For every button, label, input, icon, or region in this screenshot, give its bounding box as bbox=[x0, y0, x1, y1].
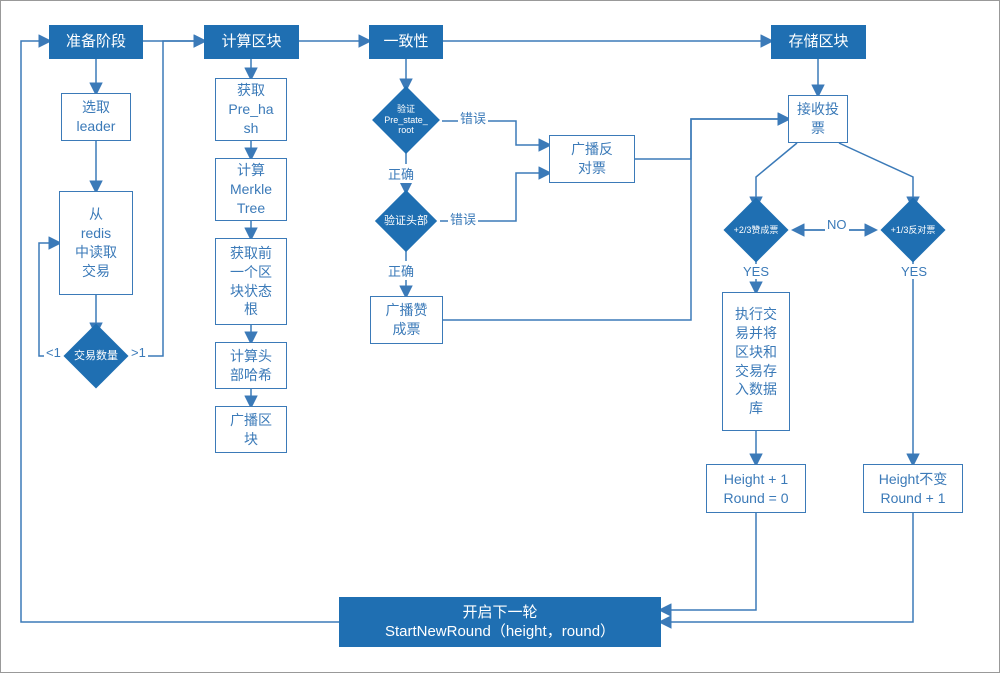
stage-header-prepare: 准备阶段 bbox=[49, 25, 143, 59]
node-broadcast-block: 广播区 块 bbox=[215, 406, 287, 453]
node-receive-vote-text: 接收投 票 bbox=[797, 100, 839, 138]
node-calc-merkle-text: 计算 Merkle Tree bbox=[230, 161, 272, 218]
node-get-prev-state: 获取前 一个区 块状态 根 bbox=[215, 238, 287, 325]
node-height-inc-text: Height + 1 Round = 0 bbox=[724, 470, 789, 508]
decision-verify-header: 验证头部 bbox=[384, 199, 428, 243]
label-correct2: 正确 bbox=[386, 261, 416, 280]
decision-reject-votes-text: +1/3反对票 bbox=[881, 198, 945, 262]
start-new-round-text: 开启下一轮 StartNewRound（height，round） bbox=[385, 603, 615, 642]
stage-header-store: 存储区块 bbox=[771, 25, 866, 59]
node-read-tx: 从 redis 中读取 交易 bbox=[59, 191, 133, 295]
node-calc-merkle: 计算 Merkle Tree bbox=[215, 158, 287, 221]
node-calc-head-hash-text: 计算头 部哈希 bbox=[230, 347, 272, 385]
stage-header-compute-text: 计算区块 bbox=[221, 32, 281, 52]
flowchart-canvas: 准备阶段 计算区块 一致性 存储区块 开启下一轮 StartNewRound（h… bbox=[0, 0, 1000, 673]
decision-approve-votes-text: +2/3赞成票 bbox=[724, 198, 788, 262]
stage-header-store-text: 存储区块 bbox=[788, 32, 848, 52]
node-broadcast-against-text: 广播反 对票 bbox=[571, 140, 613, 178]
node-read-tx-text: 从 redis 中读取 交易 bbox=[75, 205, 117, 281]
node-get-prev-state-text: 获取前 一个区 块状态 根 bbox=[230, 244, 272, 320]
label-wrong1: 错误 bbox=[458, 108, 488, 127]
node-receive-vote: 接收投 票 bbox=[788, 95, 848, 143]
node-broadcast-for: 广播赞 成票 bbox=[370, 296, 443, 344]
stage-header-prepare-text: 准备阶段 bbox=[66, 32, 126, 52]
label-gt1: >1 bbox=[129, 345, 148, 360]
label-yes2: YES bbox=[899, 264, 929, 279]
node-height-inc: Height + 1 Round = 0 bbox=[706, 464, 806, 513]
stage-header-consistency-text: 一致性 bbox=[383, 32, 428, 52]
decision-approve-votes: +2/3赞成票 bbox=[733, 207, 779, 253]
label-yes1: YES bbox=[741, 264, 771, 279]
decision-tx-count-text: 交易数量 bbox=[64, 324, 128, 388]
node-broadcast-for-text: 广播赞 成票 bbox=[386, 301, 428, 339]
node-calc-head-hash: 计算头 部哈希 bbox=[215, 342, 287, 389]
decision-reject-votes: +1/3反对票 bbox=[890, 207, 936, 253]
label-no: NO bbox=[825, 217, 849, 232]
label-correct1: 正确 bbox=[386, 164, 416, 183]
node-broadcast-against: 广播反 对票 bbox=[549, 135, 635, 183]
node-get-prehash-text: 获取 Pre_ha sh bbox=[228, 81, 273, 138]
arrow-layer bbox=[1, 1, 1000, 674]
node-execute-store-text: 执行交 易并将 区块和 交易存 入数据 库 bbox=[735, 305, 777, 418]
node-height-same: Height不变 Round + 1 bbox=[863, 464, 963, 513]
decision-verify-header-text: 验证头部 bbox=[375, 190, 437, 252]
stage-header-consistency: 一致性 bbox=[369, 25, 443, 59]
start-new-round: 开启下一轮 StartNewRound（height，round） bbox=[339, 597, 661, 647]
node-broadcast-block-text: 广播区 块 bbox=[230, 411, 272, 449]
node-height-same-text: Height不变 Round + 1 bbox=[879, 470, 947, 508]
decision-verify-prestate-text: 验证 Pre_state_ root bbox=[372, 86, 439, 153]
decision-verify-prestate: 验证 Pre_state_ root bbox=[382, 96, 430, 144]
node-get-prehash: 获取 Pre_ha sh bbox=[215, 78, 287, 141]
label-wrong2: 错误 bbox=[448, 209, 478, 228]
node-execute-store: 执行交 易并将 区块和 交易存 入数据 库 bbox=[722, 292, 790, 431]
node-select-leader-text: 选取 leader bbox=[77, 98, 116, 136]
node-select-leader: 选取 leader bbox=[61, 93, 131, 141]
label-lt1: <1 bbox=[44, 345, 63, 360]
stage-header-compute: 计算区块 bbox=[204, 25, 299, 59]
decision-tx-count: 交易数量 bbox=[73, 333, 119, 379]
